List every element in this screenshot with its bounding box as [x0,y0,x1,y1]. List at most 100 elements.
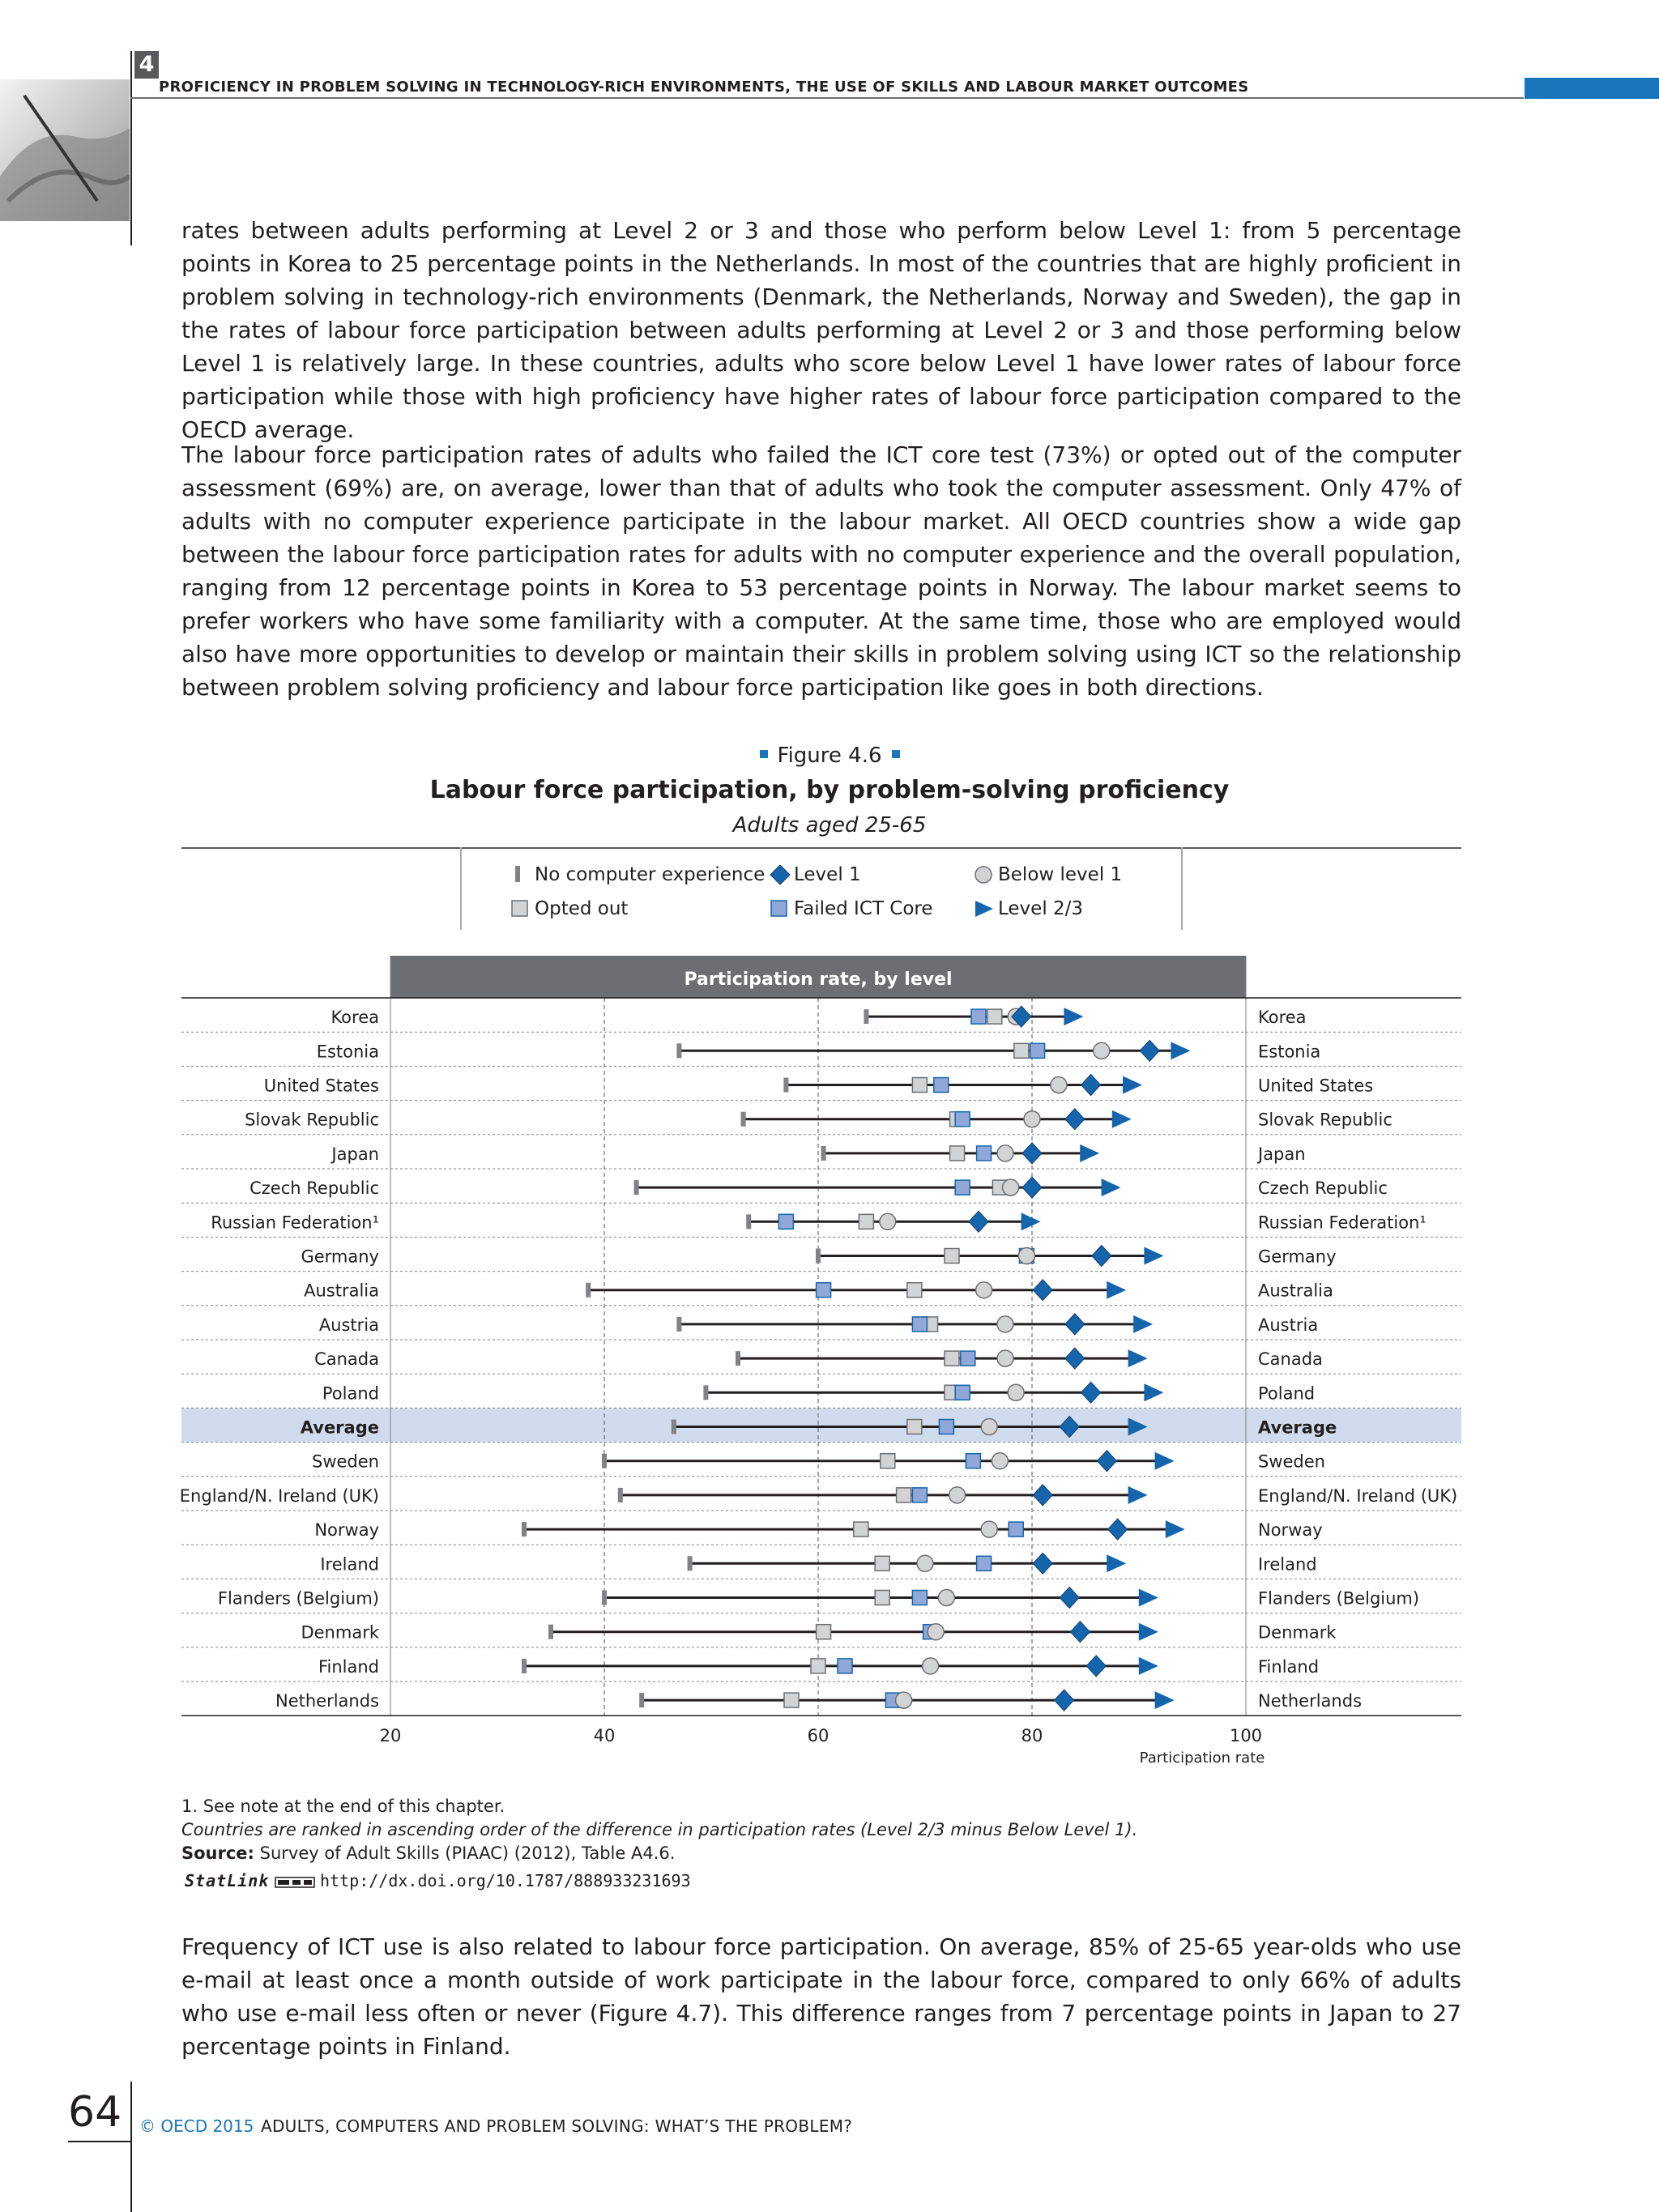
x-tick-label: 80 [1021,1726,1043,1745]
statlink[interactable]: StatLink http://dx.doi.org/10.1787/88893… [185,1871,691,1890]
level1-marker [1091,1244,1112,1268]
level23-marker [1165,1520,1185,1539]
level23-marker [1128,1485,1148,1504]
country-label-left: Korea [331,1008,379,1027]
level23-triangle-icon [975,901,993,917]
level23-marker [1111,1110,1132,1128]
no-computer-marker [687,1556,693,1571]
level1-marker [1080,1381,1102,1404]
level1-marker [1064,1347,1085,1370]
level1-marker [1053,1689,1075,1711]
opted-out-marker [944,1350,960,1366]
below-level1-marker [894,1691,913,1709]
below-level1-marker [1050,1076,1068,1094]
level23-marker [1144,1247,1164,1265]
country-label-left: Canada [314,1349,379,1369]
body-paragraph-1: rates between adults performing at Level… [181,217,1461,443]
country-label-right: United States [1258,1076,1373,1096]
opted-out-marker [906,1281,923,1298]
failed-ict-marker [975,1555,992,1572]
below-level1-marker [975,1281,993,1299]
country-label-left: Austria [319,1315,379,1335]
failed-ict-marker [975,1145,992,1161]
country-label-left: Netherlands [275,1691,379,1711]
country-label-left: Australia [304,1281,379,1301]
country-label-left: Russian Federation¹ [211,1213,379,1232]
level23-marker [1171,1042,1191,1060]
level23-marker [1123,1076,1142,1094]
level23-marker [1021,1213,1041,1231]
page-number: 64 [68,2088,122,2137]
failed-ict-marker-icon [770,900,787,917]
level23-marker [1133,1315,1154,1333]
failed-ict-marker [778,1213,795,1230]
no-computer-marker [816,1248,821,1264]
below-level1-marker [1001,1178,1020,1196]
no-computer-marker-icon [515,866,520,882]
below-level1-marker [1023,1110,1041,1128]
no-computer-marker [633,1180,639,1196]
failed-ict-marker [954,1179,970,1196]
below-level1-marker [916,1554,934,1573]
level23-marker [1154,1691,1175,1710]
country-label-right: Sweden [1258,1452,1325,1472]
opted-out-marker [874,1589,890,1606]
failed-ict-marker [911,1589,928,1606]
statlink-url[interactable]: http://dx.doi.org/10.1787/888933231693 [320,1871,691,1890]
chart-header-band [390,956,1246,998]
failed-ict-marker [954,1384,970,1401]
chapter-number: 4 [134,51,159,79]
header-photo [0,79,131,221]
bullet-square-icon [759,749,768,758]
chart-title: Participation rate, by level [684,970,952,990]
figure-subtitle: Adults aged 25-65 [732,813,927,837]
opted-out-marker [906,1418,923,1435]
below-level1-marker [921,1657,940,1675]
note-ranking: Countries are ranked in ascending order … [181,1820,1138,1839]
failed-ict-marker [911,1316,928,1332]
figure-number: Figure 4.6 [777,744,882,768]
level23-marker [1144,1383,1164,1402]
footer-rule [68,2141,131,2142]
level1-marker [1011,1005,1032,1028]
country-label-right: Australia [1258,1281,1333,1301]
opted-out-marker [810,1658,826,1674]
x-tick-label: 20 [380,1726,402,1745]
body-paragraph-3: Frequency of ICT use is also related to … [181,1933,1461,2060]
country-label-left: Finland [318,1657,379,1677]
country-label-right: Austria [1258,1315,1318,1335]
no-computer-marker [602,1590,607,1605]
country-label-left: Czech Republic [249,1178,379,1198]
failed-ict-marker [954,1110,970,1127]
footer-vertical-rule [130,2082,132,2212]
figure-notes: 1. See note at the end of this chapter. … [181,1795,1137,1865]
country-label-right: Flanders (Belgium) [1258,1589,1419,1609]
x-tick-label: 40 [594,1726,616,1745]
country-label-left: Poland [322,1383,379,1403]
level23-marker [1138,1622,1158,1641]
no-computer-marker [639,1693,645,1708]
x-tick-label: 100 [1230,1726,1262,1745]
failed-ict-marker [933,1076,949,1093]
level1-marker [1032,1484,1053,1507]
country-label-left: Germany [301,1247,379,1267]
failed-ict-marker [970,1008,987,1025]
level1-marker [1032,1278,1053,1302]
opted-out-marker [853,1521,869,1537]
level1-marker [1096,1449,1118,1473]
level23-marker [1107,1554,1127,1573]
below-level1-marker [1017,1247,1036,1265]
country-label-right: Denmark [1258,1623,1337,1643]
body-paragraph-2: The labour force participation rates of … [181,441,1461,701]
no-computer-marker [548,1624,553,1639]
no-computer-marker [740,1111,746,1127]
level1-diamond-icon [770,865,791,885]
country-label-right: Czech Republic [1258,1178,1388,1198]
header-rule [130,97,1524,99]
statlink-logo-icon [274,1876,315,1888]
below-level1-marker [1007,1383,1025,1402]
no-computer-marker [676,1043,682,1059]
no-computer-marker [617,1487,623,1502]
no-computer-marker [736,1351,740,1366]
country-label-right: Average [1258,1418,1337,1438]
